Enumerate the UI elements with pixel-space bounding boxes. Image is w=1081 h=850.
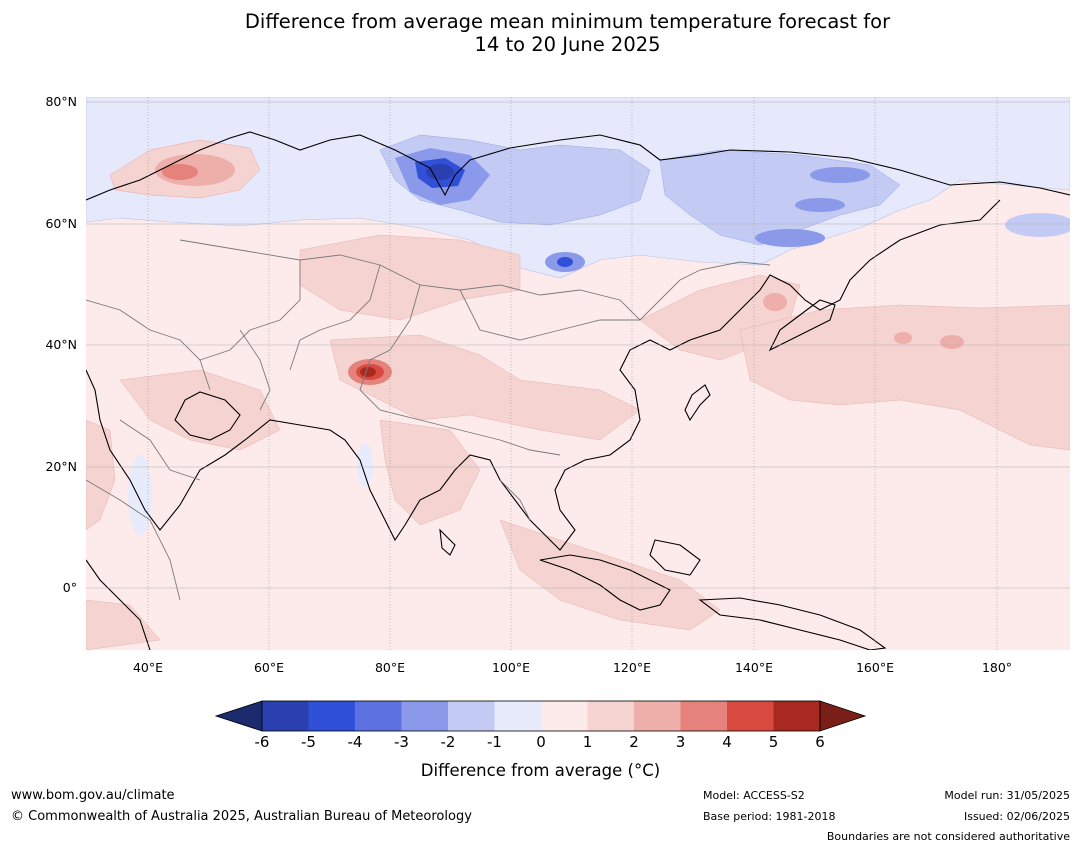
colorbar-tick-label: -2 xyxy=(440,733,456,751)
lon-label-60e: 60°E xyxy=(253,660,285,675)
colorbar-bin xyxy=(587,701,635,731)
colorbar-outline xyxy=(261,700,821,732)
east-siberia-cold-1 xyxy=(810,167,870,183)
colorbar-bin xyxy=(494,701,542,731)
central-asia-warm xyxy=(299,234,521,321)
east-siberia-cold-2 xyxy=(755,229,825,247)
colorbar-extend-high xyxy=(819,700,867,732)
colorbar-tick-label: -4 xyxy=(347,733,363,751)
baikal-core xyxy=(557,257,573,267)
colorbar-tick-label: -5 xyxy=(301,733,316,751)
colorbar-tick-label: 3 xyxy=(675,733,686,751)
lat-label-0: 0° xyxy=(62,580,77,595)
west-siberia-center xyxy=(426,164,454,180)
kola-hot xyxy=(162,164,198,180)
colorbar-tick-label: -1 xyxy=(487,733,502,751)
colorbar-bin xyxy=(727,701,774,731)
lon-label-180: 180° xyxy=(981,660,1013,675)
colorbar-tick-label: 4 xyxy=(722,733,732,751)
colorbar-bin xyxy=(773,701,821,731)
chart-title: Difference from average mean minimum tem… xyxy=(0,10,1081,56)
latitude-lines xyxy=(86,101,1070,589)
east-siberia-cold-3 xyxy=(795,198,845,212)
colorbar-bin xyxy=(634,701,681,731)
pacific-warm-2 xyxy=(894,332,912,344)
title-line-1: Difference from average mean minimum tem… xyxy=(244,10,891,33)
colorbar-bin xyxy=(680,701,728,731)
lat-label-80n: 80°N xyxy=(45,94,77,109)
colorbar-bin xyxy=(262,701,309,731)
colorbar xyxy=(214,700,867,732)
southern-africa-warm xyxy=(86,599,161,650)
arabia-warm xyxy=(119,369,281,451)
colorbar-tick-label: -6 xyxy=(254,733,270,751)
colorbar-tick-label: 1 xyxy=(582,733,593,751)
colorbar-tick-label: 0 xyxy=(536,733,546,751)
footer-model-run: Model run: 31/05/2025 xyxy=(944,789,1070,802)
lat-label-40n: 40°N xyxy=(45,337,77,352)
india-cool xyxy=(357,443,373,487)
pacific-warm-1 xyxy=(940,335,964,349)
footer-issued: Issued: 02/06/2025 xyxy=(963,810,1070,823)
korea-warm xyxy=(763,293,787,311)
lon-label-40e: 40°E xyxy=(132,660,164,675)
colorbar-extend-low xyxy=(214,700,263,732)
colorbar-tick-label: 6 xyxy=(815,733,825,751)
colorbar-bin xyxy=(308,701,356,731)
pacific-warm xyxy=(739,304,1070,451)
coastlines xyxy=(86,131,1070,650)
lon-label-120e: 120°E xyxy=(612,660,651,675)
colorbar-bin xyxy=(355,701,402,731)
tibet-warm xyxy=(329,334,641,441)
lon-label-160e: 160°E xyxy=(855,660,894,675)
chukotka-cool xyxy=(1005,213,1070,237)
footer-disclaimer: Boundaries are not considered authoritat… xyxy=(826,830,1070,843)
tibet-hotspot-core xyxy=(360,367,376,377)
colorbar-tick-label: 5 xyxy=(768,733,779,751)
lon-label-100e: 100°E xyxy=(491,660,530,675)
colorbar-tick-label: -3 xyxy=(394,733,409,751)
footer-website: www.bom.gov.au/climate xyxy=(11,788,175,803)
title-line-2: 14 to 20 June 2025 xyxy=(474,33,661,56)
footer-copyright: © Commonwealth of Australia 2025, Austra… xyxy=(11,809,472,824)
colorbar-title: Difference from average (°C) xyxy=(420,761,661,780)
graticule xyxy=(147,97,998,650)
lat-label-20n: 20°N xyxy=(45,459,77,474)
india-warm xyxy=(379,419,481,526)
footer-base-period: Base period: 1981-2018 xyxy=(703,810,836,823)
footer-model: Model: ACCESS-S2 xyxy=(703,789,805,802)
lon-label-140e: 140°E xyxy=(734,660,773,675)
east-africa-warm xyxy=(86,419,116,531)
lat-label-60n: 60°N xyxy=(45,216,77,231)
colorbar-tick-label: 2 xyxy=(629,733,639,751)
colorbar-bin xyxy=(448,701,495,731)
lon-label-80e: 80°E xyxy=(374,660,406,675)
colorbar-bin xyxy=(401,701,449,731)
red-sea-cool xyxy=(128,455,152,535)
southeast-asia-warm xyxy=(499,519,721,631)
colorbar-bin xyxy=(541,701,588,731)
